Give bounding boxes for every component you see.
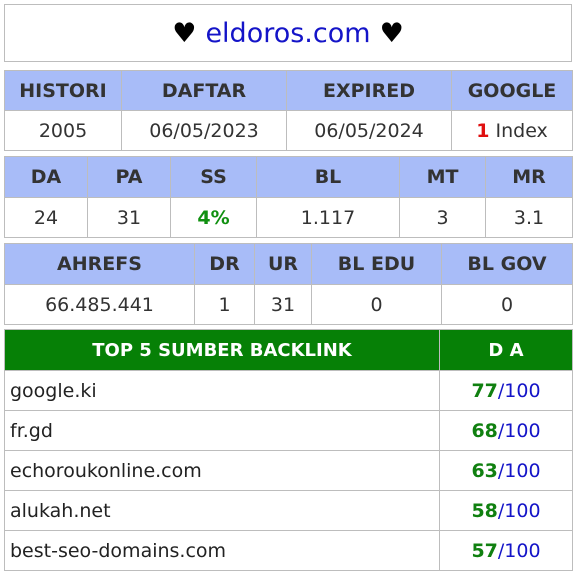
header-ss: SS bbox=[170, 156, 257, 198]
metrics-table: DA PA SS BL MT MR 24 31 4% 1.117 3 3.1 bbox=[4, 156, 573, 238]
header-bl-edu: BL EDU bbox=[311, 243, 442, 285]
backlink-table: TOP 5 SUMBER BACKLINK D A google.ki 77/1… bbox=[4, 329, 573, 571]
header-bl: BL bbox=[256, 156, 400, 198]
ur-value: 31 bbox=[254, 284, 312, 325]
mr-value: 3.1 bbox=[485, 197, 573, 238]
backlink-source: google.ki bbox=[4, 370, 440, 411]
mt-value: 3 bbox=[399, 197, 486, 238]
google-index-count: 1 bbox=[476, 119, 490, 142]
ahrefs-table: AHREFS DR UR BL EDU BL GOV 66.485.441 1 … bbox=[4, 243, 573, 325]
backlink-da-value: 63 bbox=[471, 459, 498, 482]
header-histori: HISTORI bbox=[4, 70, 122, 111]
header-google: GOOGLE bbox=[451, 70, 573, 111]
google-index-label: Index bbox=[495, 119, 548, 142]
backlink-da: 58/100 bbox=[439, 490, 573, 531]
google-index-cell: 1 Index bbox=[451, 110, 573, 151]
backlink-da-value: 58 bbox=[471, 499, 498, 522]
backlink-da: 77/100 bbox=[439, 370, 573, 411]
da-value: 24 bbox=[4, 197, 88, 238]
ahrefs-value: 66.485.441 bbox=[4, 284, 195, 325]
backlink-source: best-seo-domains.com bbox=[4, 530, 440, 571]
domain-title-banner: ♥ eldoros.com ♥ bbox=[4, 4, 572, 62]
backlink-da: 57/100 bbox=[439, 530, 573, 571]
table-row: google.ki 77/100 bbox=[4, 370, 573, 411]
backlink-da-max: 100 bbox=[504, 499, 541, 522]
backlink-source: alukah.net bbox=[4, 490, 440, 531]
header-daftar: DAFTAR bbox=[121, 70, 287, 111]
header-dr: DR bbox=[194, 243, 255, 285]
table-row: alukah.net 58/100 bbox=[4, 490, 573, 531]
bl-gov-value: 0 bbox=[441, 284, 573, 325]
header-bl-gov: BL GOV bbox=[441, 243, 573, 285]
header-da: DA bbox=[4, 156, 88, 198]
daftar-value: 06/05/2023 bbox=[121, 110, 287, 151]
backlink-da-max: 100 bbox=[504, 379, 541, 402]
backlink-da-max: 100 bbox=[504, 459, 541, 482]
backlink-da-value: 68 bbox=[471, 419, 498, 442]
domain-name: eldoros.com bbox=[205, 17, 371, 49]
backlink-source: fr.gd bbox=[4, 410, 440, 451]
backlink-da-value: 57 bbox=[471, 539, 498, 562]
table-row: best-seo-domains.com 57/100 bbox=[4, 530, 573, 571]
backlink-da-max: 100 bbox=[504, 419, 541, 442]
header-mt: MT bbox=[399, 156, 486, 198]
pa-value: 31 bbox=[87, 197, 171, 238]
expired-value: 06/05/2024 bbox=[286, 110, 452, 151]
history-table: HISTORI DAFTAR EXPIRED GOOGLE 2005 06/05… bbox=[4, 70, 573, 151]
header-expired: EXPIRED bbox=[286, 70, 452, 111]
dr-value: 1 bbox=[194, 284, 255, 325]
header-backlink-da: D A bbox=[439, 329, 573, 371]
backlink-source: echoroukonline.com bbox=[4, 450, 440, 491]
header-mr: MR bbox=[485, 156, 573, 198]
header-ahrefs: AHREFS bbox=[4, 243, 195, 285]
backlink-da-value: 77 bbox=[471, 379, 498, 402]
table-row: echoroukonline.com 63/100 bbox=[4, 450, 573, 491]
ss-value: 4% bbox=[170, 197, 257, 238]
backlink-da: 63/100 bbox=[439, 450, 573, 491]
heart-icon: ♥ bbox=[379, 17, 404, 49]
backlink-da-max: 100 bbox=[504, 539, 541, 562]
histori-value: 2005 bbox=[4, 110, 122, 151]
header-top-backlink: TOP 5 SUMBER BACKLINK bbox=[4, 329, 440, 371]
backlink-da: 68/100 bbox=[439, 410, 573, 451]
header-ur: UR bbox=[254, 243, 312, 285]
header-pa: PA bbox=[87, 156, 171, 198]
bl-value: 1.117 bbox=[256, 197, 400, 238]
heart-icon: ♥ bbox=[172, 17, 197, 49]
table-row: fr.gd 68/100 bbox=[4, 410, 573, 451]
bl-edu-value: 0 bbox=[311, 284, 442, 325]
